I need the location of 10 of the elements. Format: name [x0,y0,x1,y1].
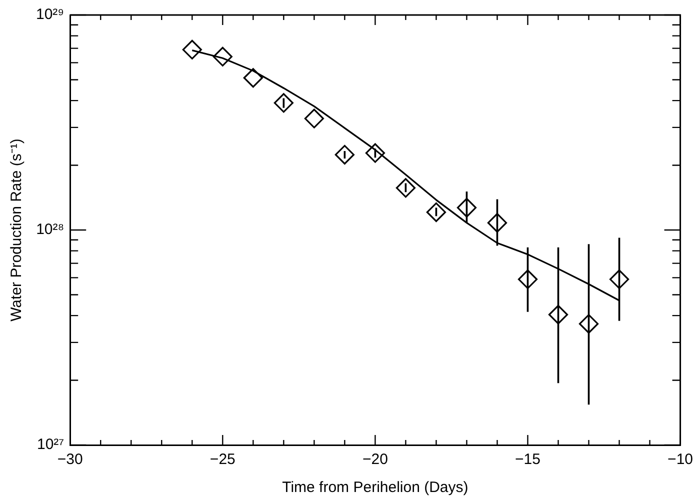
y-tick-label: 10²⁸ [36,221,64,238]
x-tick-label: −15 [515,451,540,468]
x-tick-label: −20 [362,451,388,468]
x-tick-label: −10 [668,451,694,468]
x-tick-label: −30 [57,451,83,468]
x-tick-label: −25 [210,451,236,468]
y-tick-label: 10²⁷ [36,436,64,454]
y-tick-label: 10²⁹ [36,6,64,24]
y-axis-title: Water Production Rate (s⁻¹) [8,138,26,322]
x-axis-title: Time from Perihelion (Days) [282,479,468,496]
